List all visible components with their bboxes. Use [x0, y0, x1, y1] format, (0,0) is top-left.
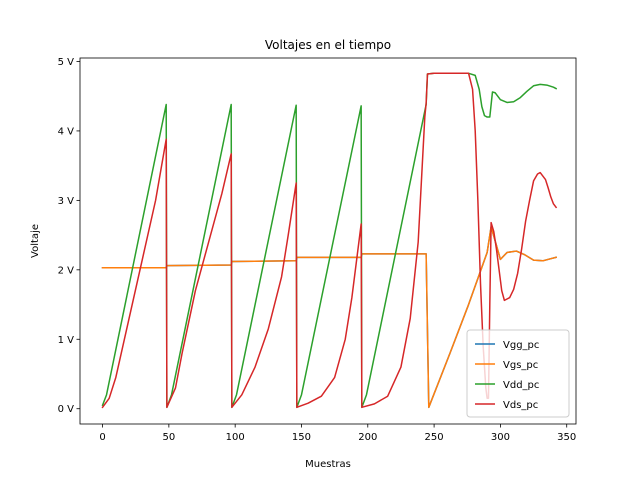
x-tick-label: 0: [99, 432, 105, 443]
series-layer: [101, 72, 558, 409]
x-axis-label: Muestras: [305, 459, 351, 470]
plot-area: [79, 57, 577, 425]
legend-label: Vgg_pc: [503, 340, 539, 351]
x-tick-label: 350: [557, 432, 576, 443]
x-tick-label: 100: [226, 432, 245, 443]
y-axis: 0 V 1 V 2 V 3 V 4 V 5 V: [58, 57, 80, 415]
x-tick-label: 250: [425, 432, 444, 443]
x-tick-label: 300: [491, 432, 510, 443]
legend-label: Vdd_pc: [503, 380, 539, 391]
y-tick-label: 3 V: [58, 196, 75, 207]
y-tick-label: 1 V: [58, 335, 75, 346]
legend-label: Vgs_pc: [503, 360, 538, 371]
legend: Vgg_pc Vgs_pc Vdd_pc Vds_pc: [466, 329, 570, 418]
legend-box: [466, 329, 570, 418]
y-tick-label: 5 V: [58, 57, 75, 68]
y-tick-label: 2 V: [58, 265, 75, 276]
y-axis-label: Voltaje: [30, 224, 41, 258]
x-tick-label: 200: [358, 432, 377, 443]
series-line-vds-pc: [101, 72, 558, 409]
y-tick-label: 0 V: [58, 404, 75, 415]
y-tick-label: 4 V: [58, 126, 75, 137]
chart-title: Voltajes en el tiempo: [265, 38, 391, 52]
plot-frame: [79, 57, 577, 425]
x-axis: 0 50 100 150 200 250 300 350: [99, 424, 576, 443]
x-tick-label: 50: [162, 432, 175, 443]
legend-label: Vds_pc: [503, 400, 538, 411]
x-tick-label: 150: [292, 432, 311, 443]
